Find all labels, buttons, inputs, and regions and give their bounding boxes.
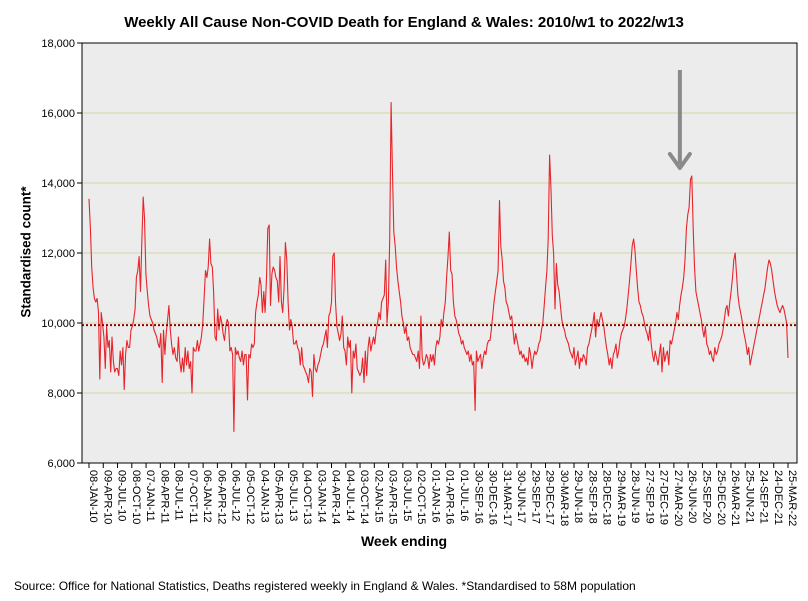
x-tick-label: 28-DEC-18 bbox=[601, 470, 613, 525]
x-tick-label: 03-APR-15 bbox=[387, 470, 399, 524]
x-tick-label: 04-JAN-13 bbox=[258, 470, 270, 523]
x-tick-label: 25-DEC-20 bbox=[715, 470, 727, 525]
x-tick-label: 28-SEP-18 bbox=[586, 470, 598, 524]
series-line bbox=[88, 101, 789, 433]
x-tick-label: 24-SEP-21 bbox=[758, 470, 770, 524]
x-tick-label: 08-JAN-10 bbox=[87, 470, 99, 523]
x-tick-label: 09-JUL-10 bbox=[116, 470, 128, 521]
x-tick-label: 04-OCT-13 bbox=[301, 470, 313, 524]
y-tick-label: 8,000 bbox=[47, 388, 75, 400]
x-tick-label: 02-OCT-15 bbox=[415, 470, 427, 524]
x-tick-label: 07-JAN-11 bbox=[144, 470, 156, 522]
x-tick-label: 26-JUN-20 bbox=[686, 470, 698, 523]
x-tick-label: 30-JUN-17 bbox=[515, 470, 527, 523]
x-tick-label: 03-JAN-14 bbox=[315, 470, 327, 523]
x-tick-label: 30-DEC-16 bbox=[487, 470, 499, 525]
x-tick-label: 27-SEP-19 bbox=[643, 470, 655, 524]
x-tick-label: 08-JUL-11 bbox=[173, 470, 185, 521]
x-tick-label: 05-OCT-12 bbox=[244, 470, 256, 524]
x-tick-label: 29-DEC-17 bbox=[544, 470, 556, 525]
x-tick-label: 25-SEP-20 bbox=[701, 470, 713, 524]
x-tick-label: 09-APR-10 bbox=[101, 470, 113, 524]
x-tick-label: 29-JUN-18 bbox=[572, 470, 584, 523]
x-tick-label: 29-MAR-19 bbox=[615, 470, 627, 526]
y-tick-label: 12,000 bbox=[41, 248, 75, 260]
x-tick-label: 06-APR-12 bbox=[215, 470, 227, 524]
x-tick-label: 31-MAR-17 bbox=[501, 470, 513, 526]
x-tick-label: 01-JAN-16 bbox=[429, 470, 441, 523]
y-tick-label: 16,000 bbox=[41, 108, 75, 120]
x-axis-label: Week ending bbox=[360, 533, 448, 549]
x-tick-label: 06-JUL-12 bbox=[230, 470, 242, 521]
x-tick-label: 07-OCT-11 bbox=[187, 470, 199, 524]
x-tick-label: 27-DEC-19 bbox=[658, 470, 670, 525]
x-tick-label: 05-JUL-13 bbox=[287, 470, 299, 521]
x-tick-label: 29-SEP-17 bbox=[529, 470, 541, 524]
x-tick-label: 02-JAN-15 bbox=[372, 470, 384, 523]
plot-frame bbox=[81, 42, 798, 464]
x-tick-label: 01-APR-16 bbox=[444, 470, 456, 524]
x-tick-label: 30-MAR-18 bbox=[558, 470, 570, 526]
x-tick-label: 24-DEC-21 bbox=[772, 470, 784, 525]
x-tick-label: 25-MAR-22 bbox=[786, 470, 798, 526]
chart-title: Weekly All Cause Non-COVID Death for Eng… bbox=[124, 14, 684, 31]
x-tick-label: 30-SEP-16 bbox=[472, 470, 484, 524]
annotation-arrow-head bbox=[667, 152, 692, 170]
x-tick-label: 05-APR-13 bbox=[273, 470, 285, 524]
y-tick-label: 10,000 bbox=[41, 318, 75, 330]
x-tick-label: 01-JUL-16 bbox=[458, 470, 470, 521]
y-tick-label: 6,000 bbox=[47, 458, 75, 470]
x-tick-label: 27-MAR-20 bbox=[672, 470, 684, 526]
x-tick-label: 04-APR-14 bbox=[330, 470, 342, 524]
y-tick-label: 18,000 bbox=[41, 38, 75, 50]
x-tick-label: 06-JAN-12 bbox=[201, 470, 213, 523]
x-tick-label: 26-MAR-21 bbox=[729, 470, 741, 526]
x-tick-label: 03-JUL-15 bbox=[401, 470, 413, 521]
x-tick-label: 08-APR-11 bbox=[158, 470, 170, 524]
x-tick-label: 04-JUL-14 bbox=[344, 470, 356, 521]
y-tick-label: 14,000 bbox=[41, 178, 75, 190]
x-tick-label: 28-JUN-19 bbox=[629, 470, 641, 523]
x-tick-label: 08-OCT-10 bbox=[130, 470, 142, 524]
x-tick-label: 03-OCT-14 bbox=[358, 470, 370, 524]
source-note: Source: Office for National Statistics, … bbox=[14, 579, 636, 593]
x-tick-label: 25-JUN-21 bbox=[743, 470, 755, 523]
